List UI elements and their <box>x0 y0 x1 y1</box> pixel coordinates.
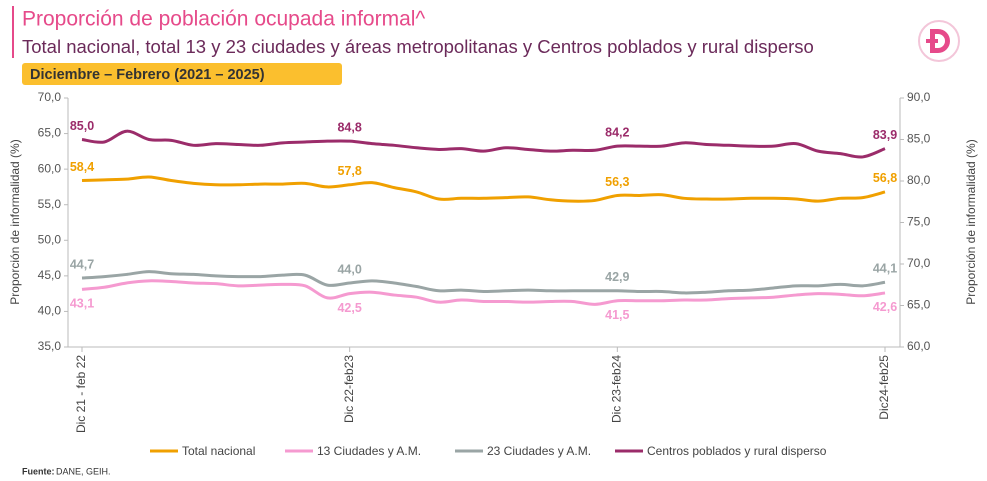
source: DANE, GEIH. <box>56 466 111 476</box>
y-tick-label: 35,0 <box>38 339 62 353</box>
y-tick-label: 55,0 <box>38 197 62 211</box>
y-tick-label: 65,0 <box>38 126 62 140</box>
data-label: 42,9 <box>605 270 629 284</box>
y2-tick-label: 85,0 <box>907 132 931 146</box>
y2-tick-label: 75,0 <box>907 215 931 229</box>
chart-subtitle: Total nacional, total 13 y 23 ciudades y… <box>22 36 814 57</box>
x-tick-label: Dic 21 - feb 22 <box>74 355 88 433</box>
legend-label: Centros poblados y rural disperso <box>647 444 827 458</box>
y2-tick-label: 90,0 <box>907 90 931 104</box>
series-line <box>81 270 886 295</box>
data-label: 84,2 <box>605 125 629 139</box>
data-label: 84,8 <box>337 120 361 134</box>
y-tick-label: 45,0 <box>38 268 62 282</box>
y2-tick-label: 70,0 <box>907 256 931 270</box>
y-tick-label: 60,0 <box>38 161 62 175</box>
y-tick-label: 70,0 <box>38 90 62 104</box>
x-tick-label: Dic24-feb25 <box>877 355 891 420</box>
legend-label: 23 Ciudades y A.M. <box>487 444 591 458</box>
data-label: 57,8 <box>337 164 361 178</box>
data-label: 85,0 <box>70 119 94 133</box>
y2-tick-label: 65,0 <box>907 298 931 312</box>
y-axis-label: Proporción de informalidad (%) <box>8 139 22 304</box>
legend-label: Total nacional <box>182 444 255 458</box>
series-line <box>81 175 886 203</box>
series-line <box>81 129 886 159</box>
data-label: 43,1 <box>70 297 94 311</box>
logo <box>918 20 960 62</box>
data-label: 42,6 <box>873 300 897 314</box>
data-label: 44,1 <box>873 262 897 276</box>
data-label: 42,5 <box>337 301 361 315</box>
data-label: 44,7 <box>70 257 94 271</box>
data-label: 56,3 <box>605 175 629 189</box>
legend-label: 13 Ciudades y A.M. <box>317 444 421 458</box>
accent-bar <box>12 6 14 58</box>
data-label: 56,8 <box>873 171 897 185</box>
period-badge <box>22 63 342 85</box>
source-label: Fuente: <box>22 466 55 476</box>
data-label: 58,4 <box>70 160 94 174</box>
y2-tick-label: 80,0 <box>907 173 931 187</box>
series-line <box>81 279 886 306</box>
y-tick-label: 50,0 <box>38 232 62 246</box>
chart-title: Proporción de población ocupada informal… <box>22 8 425 31</box>
x-tick-label: Dic 23-feb24 <box>610 355 624 423</box>
y2-tick-label: 60,0 <box>907 339 931 353</box>
y2-axis-label: Proporción de informalidad (%) <box>964 139 978 304</box>
period-label: Diciembre – Febrero (2021 – 2025) <box>30 67 265 83</box>
y-tick-label: 40,0 <box>38 304 62 318</box>
data-label: 44,0 <box>337 262 361 276</box>
x-tick-label: Dic 22-feb23 <box>342 355 356 423</box>
data-label: 41,5 <box>605 308 629 322</box>
data-label: 83,9 <box>873 128 897 142</box>
